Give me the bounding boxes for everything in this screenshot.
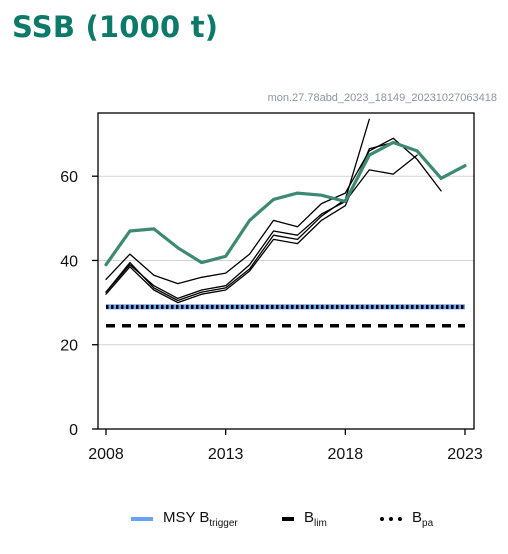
axes: 0 20 40 60 2008 2013 2018 2023 xyxy=(60,169,483,463)
legend: MSY Btrigger Blim Bpa xyxy=(0,505,508,535)
legend-item-bpa: Bpa xyxy=(380,509,433,529)
x-tick-label-2008: 2008 xyxy=(88,446,124,463)
chart-watermark: mon.27.78abd_2023_18149_20231027063418 xyxy=(267,92,497,104)
y-tick-label-60: 60 xyxy=(60,169,78,186)
legend-swatch-bpa xyxy=(380,517,402,521)
legend-item-blim: Blim xyxy=(282,509,327,529)
y-tick-label-0: 0 xyxy=(69,422,78,439)
reference-lines xyxy=(106,304,465,328)
series-line-retrospective-2 xyxy=(105,141,394,304)
series-line-retrospective-3 xyxy=(105,118,370,302)
legend-label-msy-btrigger: MSY Btrigger xyxy=(163,509,238,529)
series-line-assessment xyxy=(104,140,467,267)
legend-label-blim: Blim xyxy=(304,509,327,529)
plot-frame xyxy=(97,112,475,430)
legend-swatch-blim xyxy=(282,517,294,521)
x-tick-label-2023: 2023 xyxy=(447,446,483,463)
x-tick-label-2013: 2013 xyxy=(208,446,244,463)
series-lines xyxy=(104,118,467,304)
legend-label-bpa: Bpa xyxy=(412,509,434,529)
series-line-retrospective-0 xyxy=(105,137,442,285)
ssb-line-chart: 0 20 40 60 2008 2013 2018 2023 xyxy=(60,112,483,463)
grid-lines xyxy=(98,175,474,346)
legend-swatch-msy-btrigger xyxy=(131,517,153,521)
x-tick-label-2018: 2018 xyxy=(328,446,364,463)
legend-item-msy-btrigger: MSY Btrigger xyxy=(131,509,238,529)
chart-title: SSB (1000 t) xyxy=(12,10,219,44)
y-tick-label-40: 40 xyxy=(60,253,78,270)
y-tick-label-20: 20 xyxy=(60,338,78,355)
series-line-retrospective-1 xyxy=(105,154,418,300)
